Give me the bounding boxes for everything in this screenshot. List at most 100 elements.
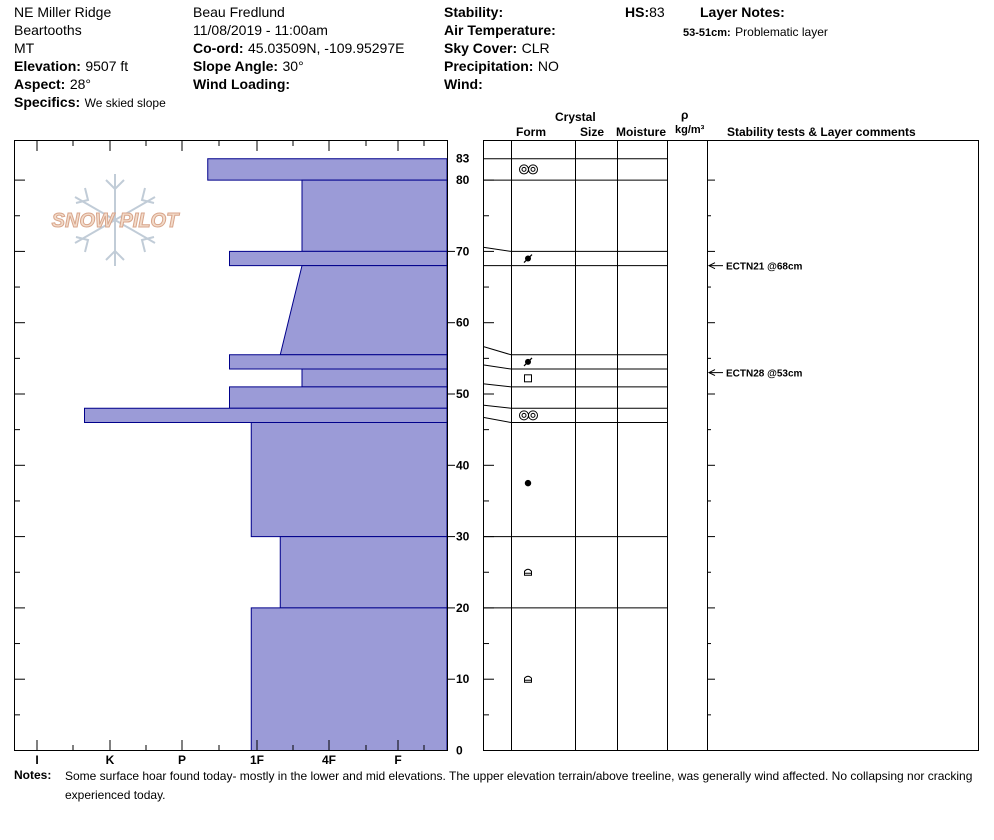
- layer-note-text: Problematic layer: [735, 25, 828, 39]
- hardness-axis: I K P 1F 4F F: [35, 141, 425, 767]
- stability-tests: ECTN21 @68cm ECTN28 @53cm: [707, 262, 803, 380]
- size-header: Size: [580, 125, 605, 139]
- melt-form-icon: [524, 675, 532, 683]
- notes-line-1: Some surface hoar found today- mostly in…: [65, 769, 973, 783]
- specifics-label: Specifics:: [14, 94, 81, 110]
- layer-note: 53-51cm: Problematic layer: [683, 23, 828, 41]
- hardness-layer: [301, 179, 448, 252]
- air-temperature-field: Air Temperature:: [444, 22, 556, 40]
- density-header: kg/m³: [675, 124, 705, 136]
- hardness-layer: [84, 407, 448, 424]
- stability-test-label: ECTN21 @68cm: [726, 262, 803, 273]
- hardness-layer: [229, 354, 448, 370]
- rho-header: ρ: [681, 108, 689, 122]
- hs-value: 83: [649, 4, 665, 20]
- surface-hoar-icon: [519, 164, 538, 175]
- specifics-value: We skied slope: [84, 96, 166, 110]
- stability-tests-header: Stability tests & Layer comments: [727, 125, 916, 139]
- layer-connector: [483, 364, 512, 370]
- hardness-layer: [207, 158, 448, 181]
- height-tick-label: 80: [456, 173, 470, 187]
- height-tick-label: 30: [456, 530, 470, 544]
- form-header: Form: [516, 125, 546, 139]
- coord-label: Co-ord:: [193, 40, 244, 56]
- rounding-faceted-icon: [523, 254, 533, 263]
- layer-lines: [483, 158, 667, 609]
- hardness-tick-label: 1F: [250, 753, 264, 767]
- wind-loading-field: Wind Loading:: [193, 76, 290, 94]
- height-tick-label: 83: [456, 152, 470, 166]
- sky-cover-value: CLR: [521, 40, 550, 56]
- layer-connector: [483, 404, 512, 409]
- height-tick-label: 0: [456, 744, 463, 758]
- test-arrow-head: [707, 369, 716, 377]
- aspect-value: 28°: [69, 76, 91, 92]
- hardness-layer: [250, 422, 448, 538]
- hardness-layer: [250, 607, 448, 751]
- hardness-tick-label: 4F: [322, 753, 336, 767]
- sky-cover-label: Sky Cover:: [444, 40, 518, 56]
- height-tick-label: 40: [456, 458, 470, 472]
- comment-ticks: [707, 179, 715, 751]
- wind-field: Wind:: [444, 76, 483, 94]
- moisture-header: Moisture: [616, 125, 667, 139]
- observer-name: Beau Fredlund: [193, 4, 285, 20]
- layer-connector: [483, 346, 512, 356]
- notes-label: Notes:: [14, 768, 52, 782]
- faceted-icon: [524, 374, 532, 383]
- height-tick-label: 50: [456, 387, 470, 401]
- elevation-value: 9507 ft: [85, 58, 129, 74]
- specifics-field: Specifics: We skied slope: [14, 94, 166, 112]
- observation-datetime: 11/08/2019 - 11:00am: [193, 22, 328, 38]
- layer-note-range: 53-51cm:: [683, 27, 731, 39]
- slope-angle-field: Slope Angle: 30°: [193, 58, 304, 76]
- hardness-layer: [279, 536, 448, 609]
- stability-label: Stability:: [444, 4, 504, 20]
- sky-cover-field: Sky Cover: CLR: [444, 40, 550, 58]
- hardness-tick-label: I: [35, 753, 38, 767]
- test-arrow-head: [707, 262, 716, 270]
- hardness-tick-label: F: [394, 753, 401, 767]
- hardness-layer: [279, 265, 448, 356]
- location-name: NE Miller Ridge: [14, 4, 112, 20]
- elevation-label: Elevation:: [14, 58, 81, 74]
- crystal-header: Crystal: [555, 110, 596, 124]
- stability-field: Stability:: [444, 4, 503, 22]
- surface-hoar-icon: [519, 410, 538, 421]
- slope-angle-value: 30°: [282, 58, 304, 74]
- height-tick-label: 20: [456, 601, 470, 615]
- layer-notes-label: Layer Notes:: [700, 4, 785, 20]
- aspect-field: Aspect: 28°: [14, 76, 91, 94]
- rounding-faceted-icon: [523, 357, 533, 367]
- mountain-range: Beartooths: [14, 22, 82, 38]
- slope-angle-label: Slope Angle:: [193, 58, 279, 74]
- aspect-label: Aspect:: [14, 76, 66, 92]
- hs-label: HS:: [625, 4, 650, 20]
- grain-forms: [519, 164, 538, 683]
- hardness-tick-label: P: [178, 753, 186, 767]
- hardness-layer: [229, 250, 448, 267]
- air-temperature-label: Air Temperature:: [444, 22, 556, 38]
- hs-field: HS:83: [625, 4, 665, 22]
- snowflake-logo-icon: [74, 174, 156, 266]
- stability-test-label: ECTN28 @53cm: [726, 369, 803, 380]
- hardness-layer: [229, 386, 448, 409]
- melt-form-icon: [524, 568, 532, 576]
- height-axis: 0 10 20 30 40 50 60 70 80 83: [15, 152, 494, 758]
- precipitation-value: NO: [537, 58, 559, 74]
- state: MT: [14, 40, 35, 56]
- layer-table-frame: [483, 140, 979, 751]
- rounded-grain-icon: [524, 479, 532, 487]
- hardness-profile: [84, 158, 448, 751]
- layer-connector: [483, 383, 512, 388]
- precipitation-field: Precipitation: NO: [444, 58, 559, 76]
- layer-connector: [483, 246, 512, 252]
- height-tick-label: 10: [456, 672, 470, 686]
- height-tick-label: 70: [456, 244, 470, 258]
- layer-connector: [483, 417, 512, 424]
- elevation-field: Elevation: 9507 ft: [14, 58, 128, 76]
- coordinates-field: Co-ord: 45.03509N, -109.95297E: [193, 40, 404, 58]
- notes-line-2: experienced today.: [65, 788, 166, 802]
- precipitation-label: Precipitation:: [444, 58, 534, 74]
